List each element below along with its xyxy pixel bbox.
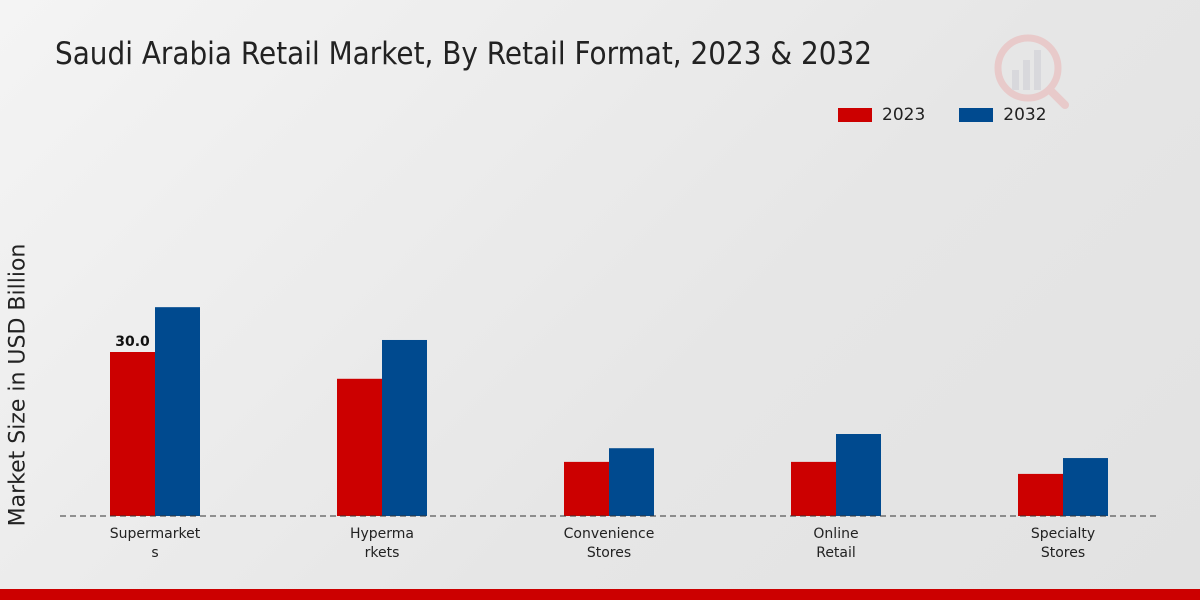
bar-2023-3 <box>791 461 836 516</box>
footer-bar <box>0 589 1200 600</box>
x-tick-label: Stores <box>587 545 631 561</box>
x-tick-label: Convenience <box>564 526 655 542</box>
bar-2032-1 <box>382 339 427 516</box>
legend-item-2032: 2032 <box>959 105 1047 125</box>
x-tick-label: Retail <box>816 545 856 561</box>
bar-2023-4 <box>1018 473 1063 516</box>
bar-2023-0 <box>110 352 155 516</box>
legend-swatch-2032 <box>959 108 994 122</box>
x-tick-label: Stores <box>1041 545 1085 561</box>
bar-2032-3 <box>836 434 881 516</box>
bar-2032-2 <box>609 448 654 516</box>
x-tick-label: Specialty <box>1031 526 1095 542</box>
bar-2032-4 <box>1063 458 1108 516</box>
legend-label-2023: 2023 <box>882 105 926 125</box>
data-label: 30.0 <box>115 334 150 350</box>
x-tick-label: Supermarket <box>110 526 201 542</box>
bar-2032-0 <box>155 307 200 516</box>
watermark-logo-icon <box>994 34 1069 109</box>
x-tick-label: rkets <box>365 545 400 561</box>
legend-swatch-2023 <box>838 108 872 122</box>
legend: 2023 2032 <box>838 105 1047 125</box>
legend-label-2032: 2032 <box>1003 105 1047 125</box>
bar-2023-1 <box>337 378 382 516</box>
chart-title: Saudi Arabia Retail Market, By Retail Fo… <box>55 36 873 72</box>
legend-item-2023: 2023 <box>838 105 925 125</box>
x-tick-label: Online <box>813 526 858 542</box>
bar-2023-2 <box>564 461 609 516</box>
x-tick-label: Hyperma <box>350 526 414 542</box>
x-tick-label: s <box>151 545 158 561</box>
